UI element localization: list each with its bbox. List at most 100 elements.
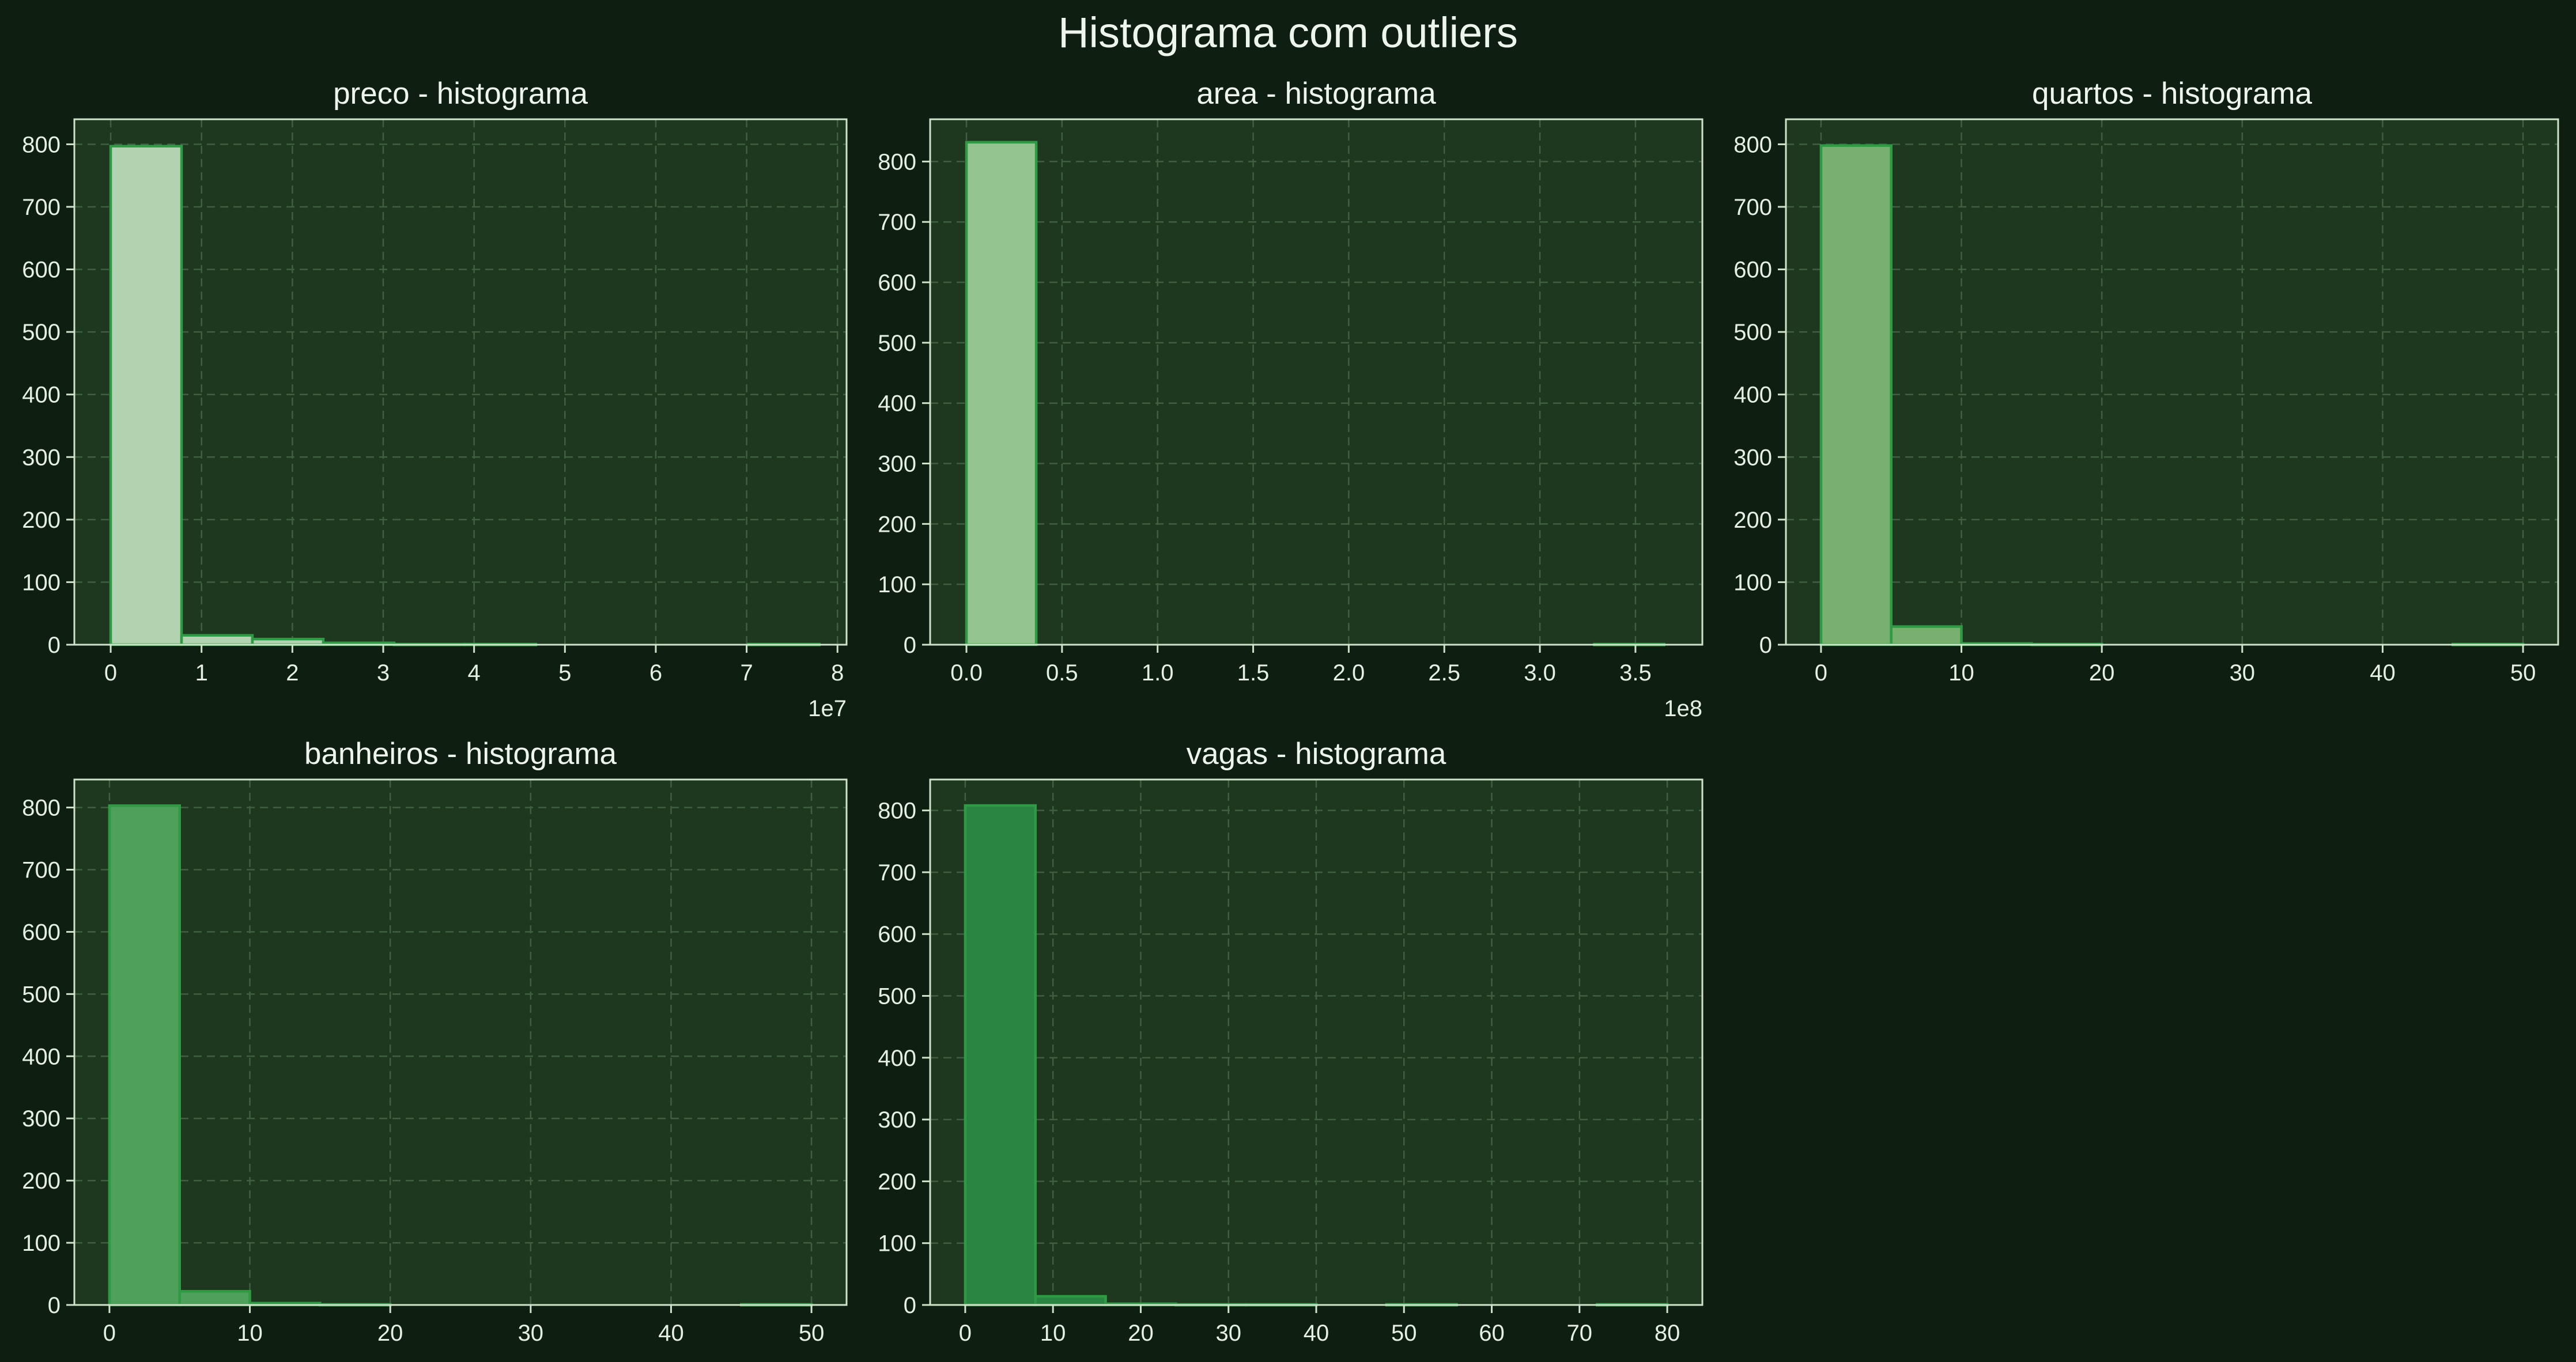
y-tick-label: 200 [22, 1168, 61, 1194]
panel-title: banheiros - histograma [304, 737, 617, 771]
x-tick-label: 2 [286, 660, 299, 686]
x-tick-label: 6 [649, 660, 662, 686]
x-tick-label: 60 [1479, 1321, 1505, 1346]
plot-area [74, 119, 847, 645]
x-tick-label: 10 [1948, 660, 1974, 686]
histogram-bar [1819, 144, 1893, 646]
y-tick-label: 200 [878, 1169, 916, 1194]
y-tick-label: 700 [22, 857, 61, 883]
x-tick-label: 0 [959, 1321, 972, 1346]
x-tick-label: 80 [1655, 1321, 1680, 1346]
x-tick-label: 30 [2230, 660, 2256, 686]
x-tick-label: 50 [799, 1321, 825, 1346]
y-tick-label: 300 [22, 1106, 61, 1132]
y-tick-label: 800 [22, 796, 61, 821]
y-tick-label: 0 [904, 1293, 916, 1318]
plot-area [74, 780, 847, 1305]
y-tick-label: 500 [878, 331, 916, 356]
y-tick-label: 500 [1733, 320, 1772, 345]
x-tick-label: 40 [658, 1321, 684, 1346]
y-tick-label: 600 [1733, 258, 1772, 283]
axes-frame [929, 118, 1704, 646]
x-tick-label: 0 [1815, 660, 1827, 686]
histogram-bar [964, 804, 1037, 1307]
x-tick-label: 7 [740, 660, 753, 686]
y-tick-label: 100 [878, 572, 916, 597]
y-tick-label: 200 [878, 512, 916, 537]
histogram-bar [109, 145, 183, 646]
histogram-bar [1034, 1295, 1107, 1307]
x-tick-label: 40 [2370, 660, 2396, 686]
y-tick-label: 300 [878, 1107, 916, 1133]
panel-title: quartos - histograma [2032, 77, 2313, 111]
y-tick-label: 100 [878, 1231, 916, 1257]
y-tick-label: 800 [1733, 132, 1772, 157]
x-offset-label: 1e7 [808, 696, 847, 721]
x-tick-label: 3.0 [1524, 660, 1556, 686]
x-tick-label: 3 [377, 660, 390, 686]
x-tick-label: 30 [518, 1321, 544, 1346]
y-tick-label: 400 [878, 1046, 916, 1071]
x-tick-label: 10 [237, 1321, 263, 1346]
x-tick-label: 2.0 [1333, 660, 1365, 686]
x-tick-label: 5 [558, 660, 571, 686]
histogram-panel: area - histograma 0.0 0.5 1.0 1.5 2.0 2.5 3.0 3.… [878, 77, 1704, 721]
y-tick-label: 400 [22, 383, 61, 408]
y-tick-label: 600 [878, 922, 916, 947]
y-tick-label: 700 [1733, 195, 1772, 220]
y-tick-label: 600 [22, 258, 61, 283]
panel-title: area - histograma [1196, 77, 1436, 111]
y-tick-label: 400 [22, 1044, 61, 1069]
x-tick-label: 20 [377, 1321, 403, 1346]
x-tick-label: 0 [104, 660, 117, 686]
plot-area [1786, 119, 2558, 645]
histogram-panel: preco - histograma 0 1 2 3 4 5 6 7 8 0 100 200 300 400… [22, 77, 848, 721]
axes-frame [73, 118, 848, 646]
x-offset-label: 1e8 [1664, 696, 1702, 721]
y-tick-label: 300 [1733, 445, 1772, 470]
x-tick-label: 2.5 [1428, 660, 1460, 686]
y-tick-label: 0 [48, 1293, 61, 1318]
x-tick-label: 1 [195, 660, 208, 686]
axes-frame [1785, 118, 2559, 646]
histogram-bar [1890, 625, 1963, 646]
y-tick-label: 100 [1733, 570, 1772, 595]
y-tick-label: 600 [878, 270, 916, 296]
x-tick-label: 20 [2089, 660, 2115, 686]
x-tick-label: 40 [1304, 1321, 1329, 1346]
histogram-bar [178, 1290, 251, 1307]
x-tick-label: 1.0 [1142, 660, 1174, 686]
panel-title: vagas - histograma [1187, 737, 1446, 771]
x-tick-label: 10 [1040, 1321, 1066, 1346]
y-tick-label: 500 [22, 320, 61, 345]
figure-title: Histograma com outliers [1058, 9, 1518, 56]
x-tick-label: 50 [1391, 1321, 1417, 1346]
y-tick-label: 400 [878, 391, 916, 417]
y-tick-label: 200 [22, 508, 61, 533]
x-tick-label: 3.5 [1619, 660, 1652, 686]
y-tick-label: 300 [878, 452, 916, 477]
y-tick-label: 400 [1733, 383, 1772, 408]
y-tick-label: 0 [48, 633, 61, 658]
x-tick-label: 70 [1567, 1321, 1593, 1346]
histogram-panel: vagas - histograma 0 10 20 30 40 50 60 70 80 0 100 2… [878, 737, 1704, 1346]
x-tick-label: 1.5 [1237, 660, 1270, 686]
y-tick-label: 700 [22, 195, 61, 220]
y-tick-label: 700 [878, 860, 916, 886]
histogram-bar [965, 141, 1038, 646]
x-tick-label: 4 [468, 660, 481, 686]
x-tick-label: 8 [831, 660, 844, 686]
x-tick-label: 50 [2510, 660, 2536, 686]
y-tick-label: 600 [22, 920, 61, 945]
y-tick-label: 100 [22, 1231, 61, 1256]
x-tick-label: 20 [1128, 1321, 1154, 1346]
plot-area [930, 119, 1702, 645]
y-tick-label: 500 [878, 984, 916, 1009]
y-tick-label: 300 [22, 445, 61, 470]
x-tick-label: 30 [1215, 1321, 1241, 1346]
y-tick-label: 100 [22, 570, 61, 595]
